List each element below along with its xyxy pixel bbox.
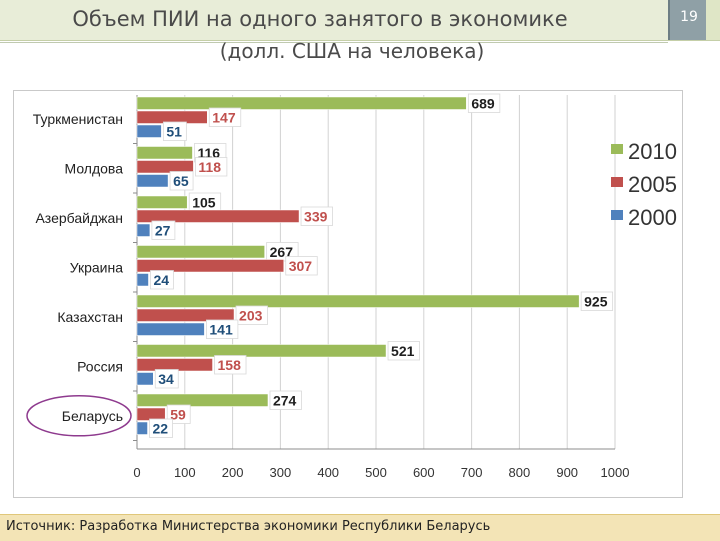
data-label: 307 — [289, 258, 313, 274]
bar-2010 — [136, 245, 265, 259]
data-label: 521 — [391, 343, 415, 359]
bar-2010 — [136, 96, 467, 110]
data-label-box — [235, 305, 268, 325]
category-label: Казахстан — [57, 309, 123, 325]
data-label: 27 — [155, 223, 171, 239]
data-label-box — [208, 107, 242, 127]
bar-2000 — [136, 372, 154, 386]
bar-2000 — [136, 421, 148, 435]
footer-bar: Источник: Разработка Министерства эконом… — [0, 514, 720, 541]
top-bar — [0, 0, 720, 41]
x-tick-label: 200 — [222, 465, 244, 480]
corner-decoration — [706, 0, 720, 40]
data-label: 274 — [273, 393, 297, 409]
data-label-box — [300, 206, 333, 226]
slide-subtitle: (долл. США на человека) — [219, 39, 485, 63]
highlight-ellipse — [26, 395, 132, 437]
data-label: 59 — [170, 407, 186, 423]
x-tick-label: 600 — [413, 465, 435, 480]
bar-2010 — [136, 195, 188, 209]
legend-swatch-2010 — [611, 144, 623, 154]
bar-2005 — [136, 209, 300, 223]
bar-2010 — [136, 294, 580, 308]
legend-swatch-2000 — [611, 210, 623, 220]
category-label: Украина — [70, 259, 124, 275]
category-label: Россия — [77, 358, 123, 374]
data-label: 22 — [153, 421, 169, 437]
chart-frame: 0 100 200 300 400 500 600 700 800 900 1000 Туркмени… — [13, 90, 683, 498]
source-note: Источник: Разработка Министерства эконом… — [6, 519, 491, 534]
data-label: 116 — [197, 145, 220, 161]
legend-label: 2005 — [628, 172, 677, 197]
bar-2000 — [136, 273, 149, 287]
data-label: 105 — [192, 195, 216, 211]
x-tick-label: 700 — [461, 465, 483, 480]
legend-label: 2010 — [628, 139, 677, 164]
category-label: Беларусь — [62, 408, 123, 424]
data-label: 118 — [198, 159, 221, 175]
data-label-box — [214, 355, 247, 375]
data-label-box — [205, 319, 239, 339]
data-label: 34 — [158, 371, 174, 387]
x-tick-label: 800 — [509, 465, 531, 480]
data-label: 65 — [173, 173, 189, 189]
bar-2005 — [136, 259, 284, 273]
bar-2000 — [136, 124, 162, 138]
bar-2010 — [136, 344, 387, 358]
category-label: Молдова — [65, 160, 124, 176]
data-label: 267 — [270, 244, 294, 260]
data-label-box — [467, 93, 501, 113]
data-label-box — [154, 369, 179, 389]
top-rule — [0, 42, 668, 43]
x-tick-label: 300 — [270, 465, 292, 480]
bar-2010 — [136, 146, 193, 160]
x-tick-label: 400 — [317, 465, 339, 480]
data-label-box — [162, 121, 187, 141]
bar-2000 — [136, 223, 151, 237]
x-tick-label: 0 — [133, 465, 140, 480]
data-label-box — [387, 341, 420, 361]
data-label: 24 — [153, 272, 169, 288]
legend-label: 2000 — [628, 205, 677, 230]
bar-chart: 0 100 200 300 400 500 600 700 800 900 1000 Туркмени… — [26, 93, 677, 480]
data-label-box — [166, 404, 191, 424]
x-tick-label: 900 — [556, 465, 578, 480]
data-label-box — [149, 418, 173, 438]
bar-2000 — [136, 322, 205, 336]
data-label: 158 — [218, 357, 242, 373]
data-label-box — [285, 256, 318, 276]
data-label-box — [580, 291, 614, 311]
x-tick-label: 100 — [174, 465, 196, 480]
category-label: Азербайджан — [35, 210, 123, 226]
data-label: 147 — [212, 110, 236, 126]
data-label-box — [150, 270, 174, 290]
data-label: 925 — [584, 294, 608, 310]
bar-2010 — [136, 393, 269, 407]
data-label: 339 — [304, 209, 328, 225]
bar-2005 — [136, 308, 235, 322]
x-tick-label: 1000 — [601, 465, 630, 480]
data-label-box — [151, 220, 176, 240]
data-label-box — [195, 157, 228, 177]
legend-swatch-2005 — [611, 177, 623, 187]
data-label: 689 — [471, 96, 495, 112]
slide-number: 19 — [668, 0, 710, 40]
data-label-box — [169, 171, 194, 191]
data-label-box — [269, 390, 302, 410]
x-tick-label: 500 — [365, 465, 387, 480]
slide-title: Объем ПИИ на одного занятого в экономике — [72, 7, 568, 31]
data-label: 203 — [239, 308, 263, 324]
bar-2005 — [136, 160, 194, 174]
data-label: 51 — [166, 124, 182, 140]
category-label: Туркменистан — [33, 111, 123, 127]
data-label: 141 — [209, 322, 233, 338]
bar-2000 — [136, 174, 169, 188]
